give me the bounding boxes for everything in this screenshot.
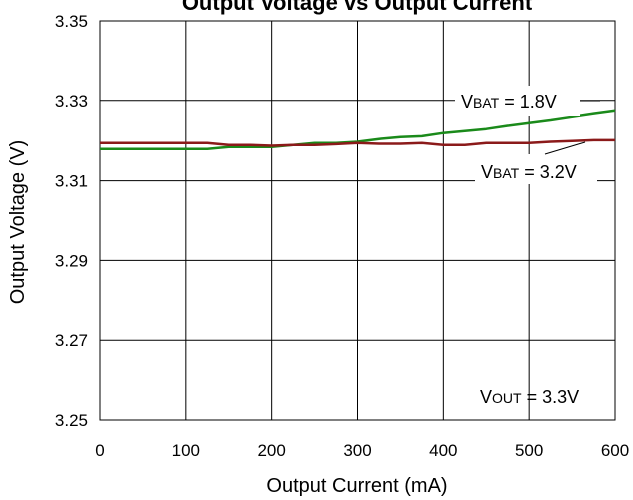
series-layer [100, 109, 616, 150]
x-tick-label: 100 [172, 441, 200, 460]
y-tick-label: 3.33 [55, 92, 88, 111]
y-tick-label: 3.35 [55, 12, 88, 31]
x-tick-label: 500 [515, 441, 543, 460]
annotation-value: = 3.2V [519, 162, 577, 182]
grid [99, 20, 616, 421]
annotation-leader-line [544, 141, 586, 155]
y-tick-label: 3.31 [55, 172, 88, 191]
x-tick-label: 0 [95, 441, 104, 460]
x-tick-label: 600 [601, 441, 629, 460]
annotation-background [455, 86, 580, 116]
annotation-background [475, 154, 597, 184]
y-tick-label: 3.29 [55, 251, 88, 270]
y-axis-label: Output Voltage (V) [7, 140, 29, 305]
x-tick-label: 200 [257, 441, 285, 460]
annotation-subscript: BAT [473, 95, 500, 111]
annotation-subscript: OUT [492, 390, 522, 406]
series-annotation: VOUT = 3.3V [480, 387, 579, 407]
annotation-main: V [481, 162, 493, 182]
x-tick-labels: 0 100 200 300 400 500 600 [95, 441, 629, 460]
y-tick-label: 3.25 [55, 411, 88, 430]
annotation-value: = 3.3V [522, 387, 580, 407]
series-line-1 [100, 138, 615, 147]
y-tick-labels: 3.25 3.27 3.29 3.31 3.33 3.35 [55, 12, 88, 430]
y-tick-label: 3.27 [55, 331, 88, 350]
annotation-main: V [461, 92, 473, 112]
x-tick-label: 300 [343, 441, 371, 460]
x-axis-label: Output Current (mA) [266, 475, 447, 497]
x-tick-label: 400 [429, 441, 457, 460]
annotation-value: = 1.8V [499, 92, 557, 112]
annotation-main: V [480, 387, 492, 407]
plot-frame [99, 20, 616, 421]
chart-title: Output Voltage vs Output Current [182, 0, 533, 15]
series-annotation: VBAT = 1.8V [461, 92, 557, 112]
annotation-subscript: BAT [493, 165, 520, 181]
series-annotation: VBAT = 3.2V [481, 162, 577, 182]
